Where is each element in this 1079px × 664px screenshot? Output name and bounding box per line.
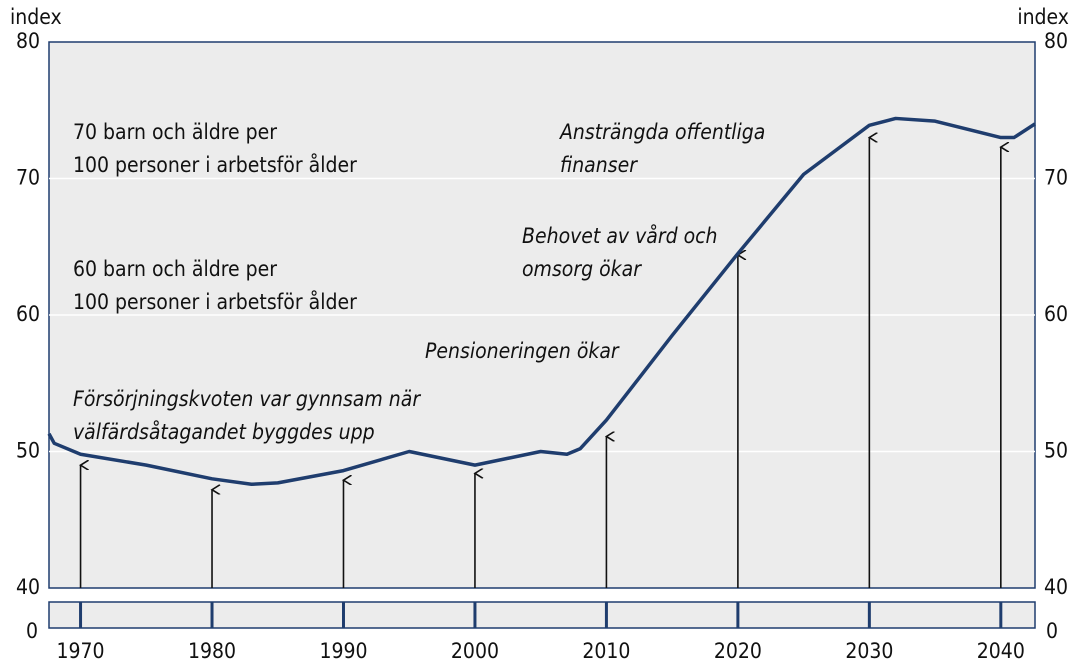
y2-tick-label: 60: [1044, 302, 1068, 326]
annotation: finanser: [560, 153, 638, 177]
y2-tick-label: 50: [1044, 439, 1068, 463]
y-tick-label: 40: [16, 575, 40, 599]
annotation: välfärdsåtagandet byggdes upp: [73, 419, 375, 444]
y2-tick-label: 80: [1044, 29, 1068, 53]
x-tick-label: 1970: [57, 639, 105, 663]
y-break-tick-label: 0: [26, 619, 38, 643]
y2-tick-label: 70: [1044, 166, 1068, 190]
annotation: 100 personer i arbetsför ålder: [73, 152, 357, 177]
y2-axis-label: index: [1017, 5, 1069, 29]
x-tick-label: 2010: [582, 639, 630, 663]
annotation: omsorg ökar: [522, 257, 642, 281]
annotation: 60 barn och äldre per: [73, 257, 277, 281]
line-series: [47, 116, 1036, 487]
y2-tick-label: 40: [1044, 575, 1068, 599]
annotation: Behovet av vård och: [522, 223, 718, 248]
y-tick-label: 50: [16, 439, 40, 463]
annotation: 100 personer i arbetsför ålder: [73, 289, 357, 314]
y-tick-label: 70: [16, 166, 40, 190]
y-tick-label: 60: [16, 302, 40, 326]
x-tick-label: 2040: [977, 639, 1025, 663]
annotation: Ansträngda offentliga: [559, 120, 765, 144]
y-axis-label: index: [10, 5, 62, 29]
x-tick-label: 2030: [845, 639, 893, 663]
y2-break-tick-label: 0: [1046, 619, 1058, 643]
axis-break-strip: [48, 601, 1036, 629]
x-tick-label: 2020: [714, 639, 762, 663]
annotation: Pensioneringen ökar: [425, 339, 620, 363]
x-tick-label: 1980: [188, 639, 236, 663]
y-tick-label: 80: [16, 29, 40, 53]
annotation: Försörjningskvoten var gynnsam när: [73, 387, 421, 411]
annotation: 70 barn och äldre per: [73, 120, 277, 144]
x-tick-label: 1990: [319, 639, 367, 663]
x-tick-label: 2000: [451, 639, 499, 663]
